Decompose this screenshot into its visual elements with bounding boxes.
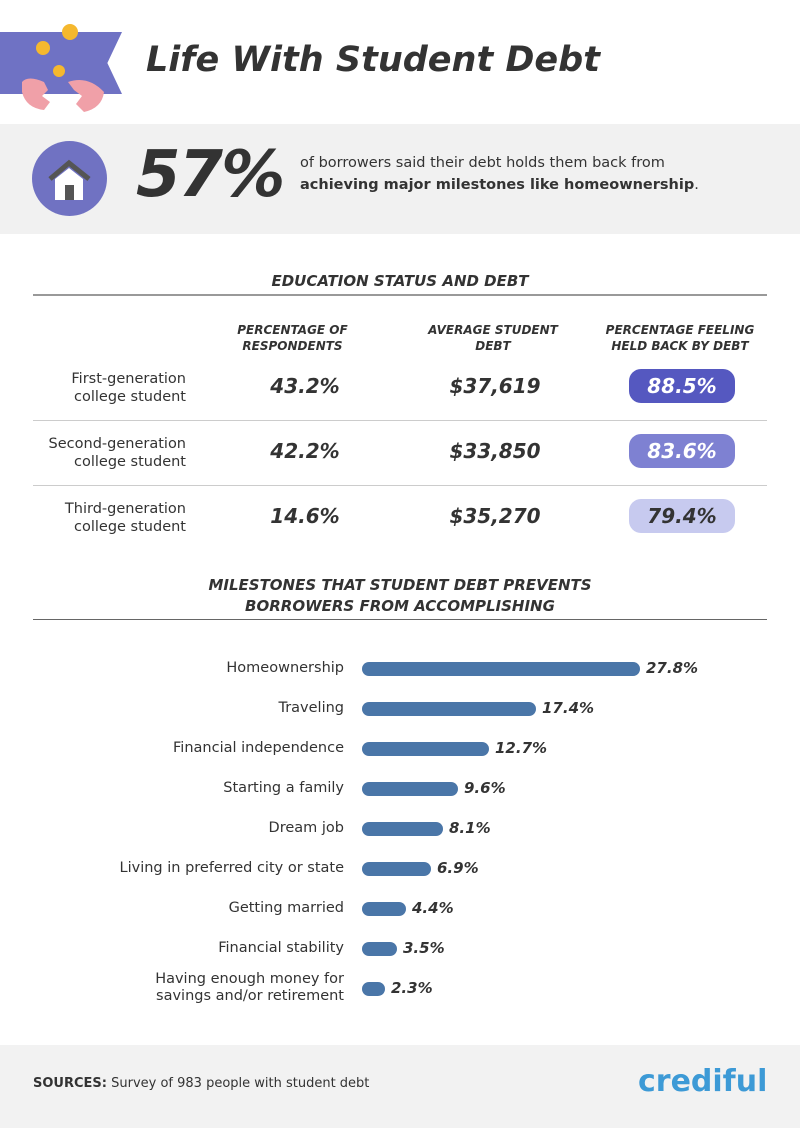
- bar-value-label: 27.8%: [646, 659, 699, 677]
- bar-value-label: 12.7%: [495, 739, 548, 757]
- house-icon: [32, 141, 107, 216]
- bar-category: Having enough money for savings and/or r…: [155, 971, 344, 1004]
- pct-respondents: 43.2%: [270, 374, 340, 398]
- bar: [362, 822, 443, 836]
- divider: [33, 619, 767, 620]
- divider: [33, 294, 767, 296]
- chart-title: MILESTONES THAT STUDENT DEBT PREVENTS BO…: [0, 575, 800, 617]
- sources-label: SOURCES:: [33, 1076, 107, 1091]
- header-percentage: PERCENTAGE OF RESPONDENTS: [237, 323, 348, 353]
- header-held-back: PERCENTAGE FEELING HELD BACK BY DEBT: [605, 323, 755, 353]
- sources: SOURCES: Survey of 983 people with stude…: [33, 1076, 369, 1091]
- held-back-badge: 79.4%: [629, 499, 735, 533]
- bar: [362, 742, 489, 756]
- bar: [362, 902, 406, 916]
- bar-value-label: 2.3%: [391, 979, 433, 997]
- page-title: Life With Student Debt: [146, 40, 600, 80]
- bar: [362, 942, 397, 956]
- bar-value-label: 3.5%: [403, 939, 445, 957]
- row-label: Second-generation college student: [48, 436, 186, 470]
- stat-bold: achieving major milestones like homeowne…: [300, 177, 695, 193]
- stat-end: .: [694, 177, 699, 193]
- bar: [362, 782, 458, 796]
- bar: [362, 662, 640, 676]
- bar-value-label: 17.4%: [542, 699, 595, 717]
- bar-category: Getting married: [228, 900, 344, 916]
- row-label: Third-generation college student: [64, 501, 186, 535]
- stat-line1: of borrowers said their debt holds them …: [300, 155, 665, 171]
- bar: [362, 862, 431, 876]
- header-banner: [0, 32, 122, 94]
- row-label: First-generation college student: [71, 371, 186, 405]
- bar-category: Financial stability: [218, 940, 344, 956]
- bar: [362, 982, 385, 996]
- bar-category: Traveling: [278, 700, 344, 716]
- footer: [0, 1045, 800, 1128]
- bar-value-label: 4.4%: [412, 899, 454, 917]
- sources-text: Survey of 983 people with student debt: [111, 1076, 370, 1091]
- avg-debt: $33,850: [449, 439, 541, 463]
- bar-value-label: 9.6%: [464, 779, 506, 797]
- education-title: EDUCATION STATUS AND DEBT: [271, 272, 529, 290]
- bar: [362, 702, 536, 716]
- avg-debt: $35,270: [449, 504, 541, 528]
- pct-respondents: 14.6%: [270, 504, 340, 528]
- held-back-badge: 83.6%: [629, 434, 735, 468]
- avg-debt: $37,619: [449, 374, 541, 398]
- row-divider: [33, 420, 767, 421]
- held-back-badge: 88.5%: [629, 369, 735, 403]
- chart-title-text: MILESTONES THAT STUDENT DEBT PREVENTS BO…: [208, 576, 592, 615]
- bar-category: Starting a family: [223, 780, 344, 796]
- bar-category: Living in preferred city or state: [119, 860, 344, 876]
- bar-category: Financial independence: [173, 740, 344, 756]
- stat-text: of borrowers said their debt holds them …: [300, 152, 699, 196]
- row-divider: [33, 485, 767, 486]
- bar-value-label: 8.1%: [449, 819, 491, 837]
- brand-logo: crediful: [638, 1064, 768, 1099]
- stat-panel: [0, 124, 800, 234]
- bar-value-label: 6.9%: [437, 859, 479, 877]
- bar-category: Dream job: [268, 820, 344, 836]
- bar-category: Homeownership: [226, 660, 344, 676]
- broken-piggy-bank-icon: [22, 24, 104, 112]
- stat-value: 57%: [136, 138, 285, 212]
- pct-respondents: 42.2%: [270, 439, 340, 463]
- header-debt: AVERAGE STUDENT DEBT: [428, 323, 558, 353]
